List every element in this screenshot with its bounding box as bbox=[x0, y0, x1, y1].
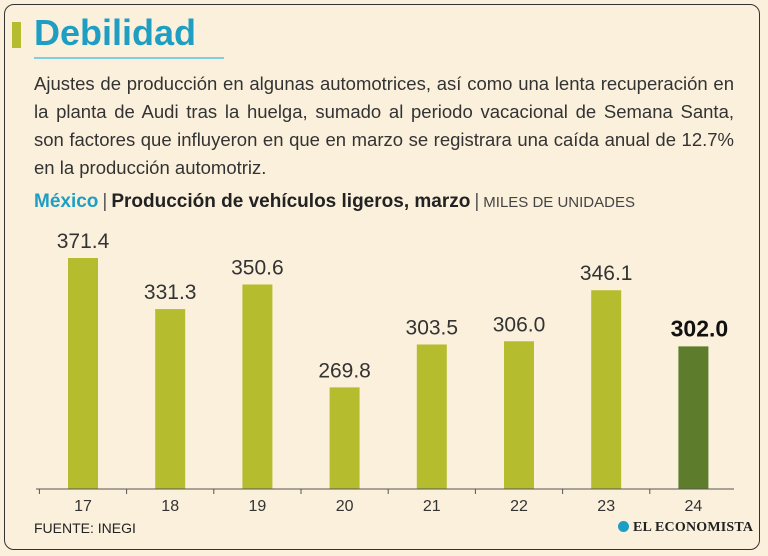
chart-subtitle: México | Producción de vehículos ligeros, … bbox=[34, 191, 635, 213]
value-label-24: 302.0 bbox=[671, 315, 729, 341]
bar-24 bbox=[678, 346, 709, 489]
value-label-19: 350.6 bbox=[231, 256, 284, 279]
value-label-17: 371.4 bbox=[57, 230, 110, 253]
bar-22 bbox=[504, 341, 534, 489]
x-ticks-group: 17 18 19 20 21 22 23 24 bbox=[38, 489, 703, 515]
subtitle-main: Producción de vehículos ligeros, marzo bbox=[111, 191, 471, 212]
subtitle-country: México bbox=[34, 191, 99, 212]
tick-label-21: 21 bbox=[423, 498, 441, 515]
bar-18 bbox=[155, 309, 186, 489]
subtitle-separator: | bbox=[474, 191, 480, 212]
tick-label-17: 17 bbox=[74, 498, 92, 515]
bars-group: 371.4 331.3 350.6 269.8 303.5 306.0 346.1 302.0 bbox=[57, 230, 728, 489]
tick-label-20: 20 bbox=[336, 498, 354, 515]
description-text: Ajustes de producción en algunas automot… bbox=[34, 73, 734, 178]
value-label-20: 269.8 bbox=[318, 359, 371, 382]
page-title: Debilidad bbox=[34, 12, 197, 53]
bar-19 bbox=[242, 284, 273, 489]
title-accent-bar bbox=[12, 22, 21, 48]
tick-label-23: 23 bbox=[597, 498, 615, 515]
source-note: FUENTE: INEGI bbox=[34, 520, 136, 536]
tick-label-22: 22 bbox=[510, 498, 528, 515]
brand-name: EL ECONOMISTA bbox=[633, 520, 754, 535]
brand-logo: EL ECONOMISTA bbox=[618, 520, 753, 536]
card-frame bbox=[4, 4, 760, 550]
value-label-21: 303.5 bbox=[406, 316, 459, 339]
value-label-23: 346.1 bbox=[580, 262, 633, 285]
tick-label-24: 24 bbox=[685, 498, 703, 515]
tick-label-18: 18 bbox=[161, 498, 179, 515]
brand-dot-icon bbox=[618, 521, 629, 532]
value-label-18: 331.3 bbox=[144, 281, 197, 304]
bar-17 bbox=[68, 258, 98, 489]
subtitle-separator: | bbox=[102, 191, 108, 212]
value-label-22: 306.0 bbox=[493, 313, 546, 336]
bar-23 bbox=[591, 290, 622, 489]
bar-21 bbox=[416, 344, 447, 489]
tick-label-19: 19 bbox=[249, 498, 267, 515]
bar-20 bbox=[329, 387, 360, 489]
subtitle-units: MILES DE UNIDADES bbox=[483, 194, 635, 211]
title-underline bbox=[34, 57, 224, 59]
